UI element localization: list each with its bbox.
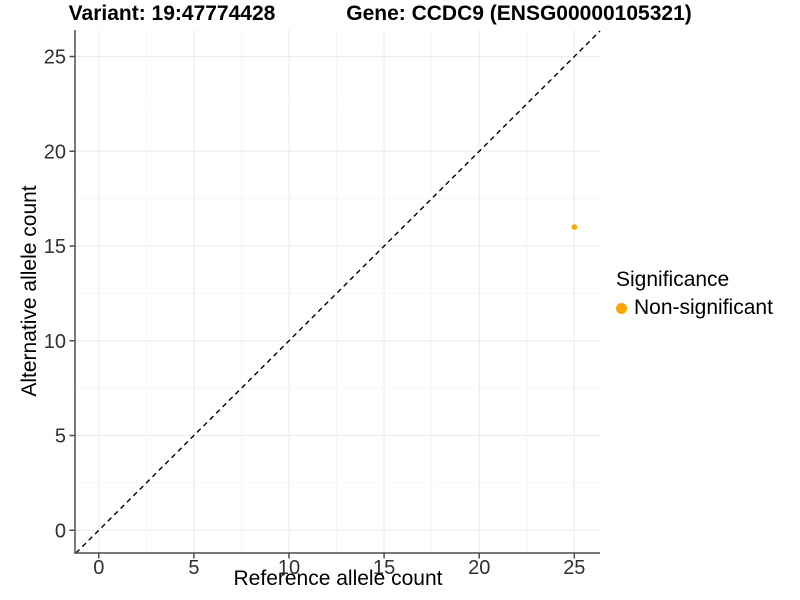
legend-item-label: Non-significant [634,296,773,320]
gene-title: Gene: CCDC9 (ENSG00000105321) [346,2,692,25]
y-axis-title: Alternative allele count [18,185,41,397]
identity-line [75,30,601,554]
x-tick-label: 5 [188,557,199,579]
y-tick-label: 10 [44,331,66,353]
legend-title: Significance [616,268,730,291]
y-tick-label: 0 [55,520,66,542]
y-tick-label: 5 [55,426,66,448]
y-tick-label: 20 [44,141,66,163]
x-tick-label: 15 [373,557,395,579]
x-tick-label: 25 [563,557,585,579]
legend: Significance Non-significant [616,267,773,320]
legend-item-non-significant: Non-significant [616,296,773,320]
variant-title: Variant: 19:47774428 [68,2,276,25]
x-tick-label: 0 [93,557,104,579]
data-point [571,224,578,230]
non-significant-point-icon [616,302,627,314]
y-tick-label: 15 [44,236,66,258]
x-tick-label: 20 [468,557,490,579]
y-tick-label: 25 [44,47,66,69]
x-axis-title: Reference allele count [233,567,443,590]
x-tick-label: 10 [278,557,300,579]
